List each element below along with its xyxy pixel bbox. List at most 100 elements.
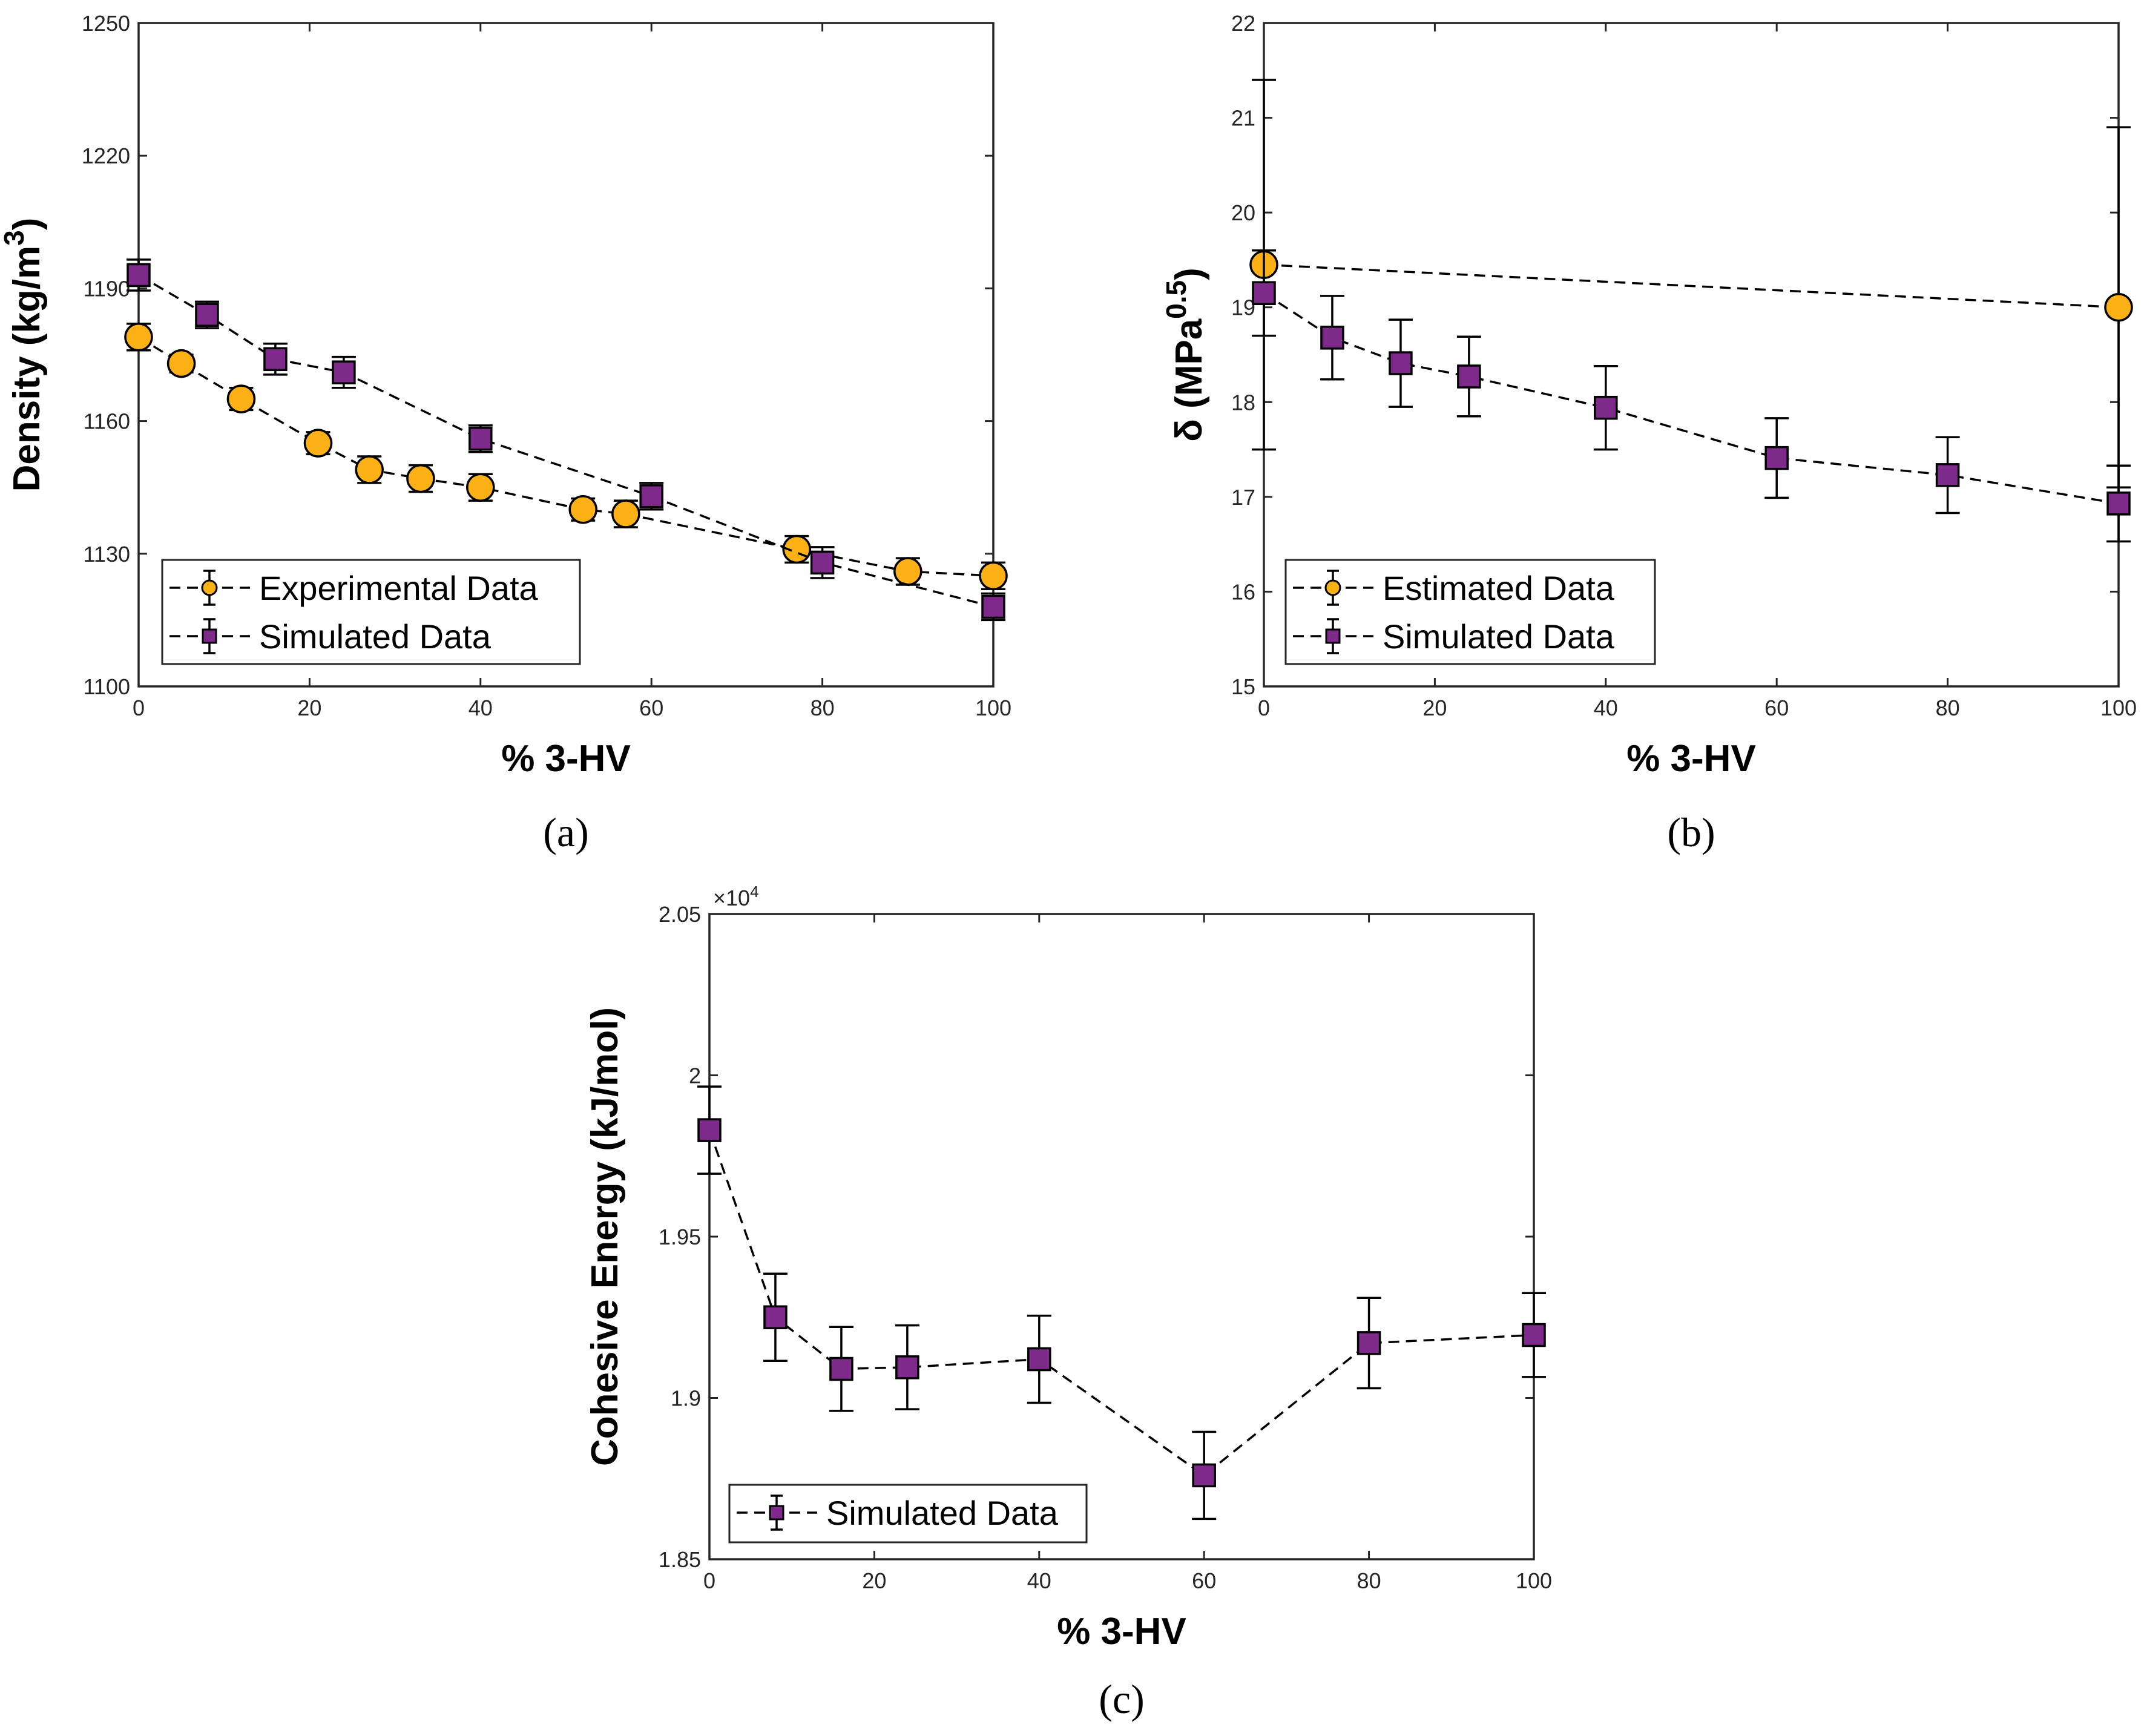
y-axis-title: Cohesive Energy (kJ/mol) (584, 1007, 626, 1466)
x-tick-label: 0 (1258, 695, 1270, 720)
y-tick-label: 16 (1231, 579, 1255, 604)
x-tick-label: 40 (1594, 695, 1618, 720)
data-point-square (1027, 1347, 1051, 1372)
x-tick-label: 60 (639, 695, 663, 720)
x-tick-label: 20 (862, 1568, 886, 1593)
series-square (1252, 249, 2131, 543)
data-point-square (895, 1355, 919, 1379)
y-tick-label: 1190 (84, 276, 130, 301)
y-tick-label: 1.95 (659, 1225, 701, 1249)
x-tick-label: 0 (703, 1568, 715, 1593)
x-tick-label: 40 (1027, 1568, 1051, 1593)
panel-label: (b) (1667, 809, 1715, 855)
data-point-square (1522, 1323, 1546, 1347)
x-axis-title: % 3-HV (501, 738, 631, 780)
data-point-circle (226, 384, 256, 413)
legend-label: Simulated Data (1383, 617, 1615, 656)
y-tick-label: 15 (1231, 674, 1255, 699)
data-point-square (763, 1305, 788, 1329)
y-axis-title: Density (kg/m3) (0, 218, 48, 492)
data-point-circle (466, 473, 495, 502)
data-point-circle (611, 499, 640, 528)
data-point-circle (406, 464, 435, 493)
data-point-square (332, 360, 356, 384)
x-tick-label: 60 (1764, 695, 1789, 720)
data-point-circle (893, 557, 922, 586)
y-tick-label: 1.85 (659, 1547, 701, 1572)
series-circle (1249, 79, 2133, 488)
chart-panel-c: 0 20 40 60 80 100 1.85 1.9 1.95 2 2.05 ×104 % 3-HV Co… (584, 883, 1552, 1722)
y-tick-label: 1250 (82, 11, 130, 36)
series-line (138, 274, 994, 608)
legend-entry: Simulated Data (1293, 617, 1615, 656)
legend-entry: Simulated Data (737, 1494, 1059, 1532)
data-point-square (1389, 351, 1413, 375)
data-point-square (810, 550, 835, 575)
y-tick-label: 17 (1231, 485, 1255, 510)
series-circle (124, 323, 1008, 591)
x-axis-title: % 3-HV (1057, 1611, 1186, 1652)
data-point-square (981, 594, 1005, 619)
data-point-square (263, 347, 288, 372)
series-square (127, 258, 1005, 622)
data-point-square (195, 303, 219, 327)
data-point-square (469, 427, 493, 451)
y-tick-label: 19 (1231, 295, 1255, 320)
chart-panel-b: 0 20 40 60 80 100 15 16 17 18 19 20 21 22 % 3-HV δ (MPa… (1160, 11, 2137, 855)
data-point-square (1320, 326, 1344, 350)
data-point-square (1356, 1331, 1381, 1355)
panel-label: (a) (543, 809, 588, 855)
series-square (697, 1085, 1546, 1521)
data-point-circle (568, 495, 597, 524)
y-tick-label: 2.05 (659, 902, 701, 927)
legend-box (161, 559, 581, 665)
data-point-square (829, 1356, 853, 1381)
x-tick-label: 80 (1357, 1568, 1381, 1593)
data-point-square (697, 1118, 722, 1142)
y-tick-label: 1130 (84, 542, 130, 567)
data-point-circle (2104, 292, 2133, 322)
legend-label: Estimated Data (1383, 569, 1615, 607)
y-tick-label: 20 (1231, 200, 1255, 225)
legend-marker-circle (1324, 579, 1341, 596)
legend-entry: Experimental Data (169, 569, 539, 607)
x-tick-label: 20 (1422, 695, 1447, 720)
legend-box (728, 1484, 1088, 1544)
legend-label: Simulated Data (259, 617, 492, 656)
data-point-circle (355, 455, 384, 484)
y-tick-label: 1100 (84, 674, 130, 699)
data-point-square (1594, 395, 1618, 420)
legend-label: Simulated Data (826, 1494, 1059, 1532)
data-point-circle (303, 429, 333, 458)
plot-area-frame (137, 22, 995, 688)
series-line (708, 1129, 1534, 1477)
y-tick-label: 1.9 (671, 1386, 701, 1411)
data-point-square (127, 263, 151, 288)
x-tick-label: 60 (1192, 1568, 1216, 1593)
y-tick-label: 18 (1231, 390, 1255, 415)
x-tick-label: 40 (469, 695, 493, 720)
x-tick-label: 100 (975, 695, 1011, 720)
data-point-circle (979, 561, 1008, 591)
legend: Simulated Data (728, 1484, 1088, 1544)
series-line (1263, 263, 2119, 309)
y-tick-label: 21 (1231, 106, 1255, 131)
data-point-circle (166, 349, 196, 378)
legend-entry: Simulated Data (169, 617, 492, 656)
legend-marker-square (769, 1505, 784, 1521)
x-tick-label: 100 (2100, 695, 2137, 720)
legend-marker-circle (201, 579, 218, 596)
x-tick-label: 20 (297, 695, 321, 720)
chart-panel-a: 0 20 40 60 80 100 1100 1130 1160 1190 1220 1250 % 3-… (0, 11, 1011, 855)
y-tick-label: 22 (1231, 11, 1255, 36)
data-point-square (1457, 364, 1481, 389)
legend-entry: Estimated Data (1293, 569, 1615, 607)
data-point-square (639, 484, 663, 508)
series-line (138, 336, 994, 577)
legend-marker-square (202, 628, 217, 644)
data-point-square (1935, 463, 1960, 487)
x-axis-title: % 3-HV (1626, 738, 1756, 780)
y-tick-label: 2 (689, 1064, 701, 1088)
x-tick-label: 0 (133, 695, 145, 720)
